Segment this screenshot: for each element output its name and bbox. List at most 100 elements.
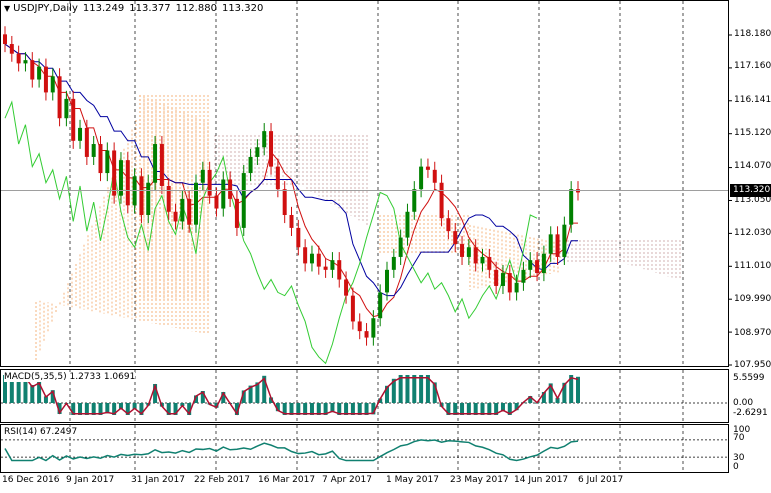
candle-body [50, 76, 55, 93]
macd-histogram-bar [125, 403, 130, 415]
candle-body [344, 279, 349, 296]
price-tick: 115.120 [734, 128, 771, 138]
candle-body [139, 176, 144, 215]
high-value: 113.377 [129, 3, 171, 14]
vertical-gridlines [69, 1, 684, 472]
candle-body [303, 247, 308, 264]
candle-body [98, 144, 103, 174]
macd-histogram-bar [180, 403, 185, 406]
macd-histogram-bar [37, 380, 42, 403]
candle-body [194, 182, 198, 225]
macd-histogram-bar [50, 390, 55, 403]
macd-histogram-bar [173, 403, 178, 415]
macd-tick: -2.6291 [733, 408, 768, 418]
candle-body [473, 247, 478, 264]
candle-body [37, 66, 42, 80]
close-value: 113.320 [221, 3, 264, 14]
macd-histogram-bar [57, 403, 62, 414]
rsi-indicator [1, 439, 728, 462]
macd-histogram-bar [187, 403, 192, 415]
candle-body [371, 318, 376, 338]
kijun-line [4, 43, 578, 297]
macd-histogram-bar [78, 403, 83, 415]
macd-histogram-bar [248, 385, 253, 403]
candle-body [173, 211, 178, 222]
candle-body [262, 131, 267, 148]
candle-body [84, 127, 89, 157]
candle-body [166, 185, 171, 212]
macd-histogram-bar [296, 403, 301, 415]
macd-histogram-bar [9, 375, 14, 403]
candle-body [432, 169, 437, 183]
macd-histogram-bar [289, 403, 294, 415]
macd-histogram-bar [139, 403, 144, 415]
candle-body [535, 260, 540, 274]
candle-body [9, 44, 14, 54]
price-tick: 111.010 [734, 261, 771, 271]
macd-histogram-bar [234, 403, 239, 415]
macd-histogram-bar [364, 403, 369, 415]
rsi-tick: 70 [733, 433, 745, 443]
candle-body [159, 144, 164, 186]
candle-body [146, 182, 151, 215]
candle-body [439, 182, 444, 219]
macd-histogram-bar [398, 375, 403, 403]
macd-histogram-bar [91, 403, 96, 415]
macd-histogram-bar [405, 375, 410, 403]
macd-histogram-bar [112, 403, 117, 415]
candle-body [398, 237, 403, 257]
macd-histogram-bar [194, 395, 198, 403]
candle-body [330, 260, 335, 270]
candle-body [419, 166, 424, 190]
price-tick: 113.050 [734, 195, 771, 205]
macd-histogram-bar [453, 403, 458, 415]
candle-body [275, 166, 280, 190]
rsi-line [4, 439, 579, 462]
chikou-line [4, 100, 538, 365]
candle-body [16, 53, 21, 64]
candle-body [43, 66, 48, 93]
candle-body [78, 127, 83, 141]
macd-histogram-bar [323, 403, 328, 415]
ichimoku-cloud [35, 95, 681, 360]
macd-histogram-bar [548, 383, 553, 403]
candle-body [487, 256, 492, 270]
macd-histogram-bar [412, 375, 417, 403]
candle-body [412, 189, 417, 212]
macd-histogram-bar [419, 375, 424, 403]
candle-body [364, 331, 369, 338]
candle-body [405, 211, 410, 238]
macd-histogram-bar [576, 376, 580, 403]
macd-histogram-bar [23, 375, 28, 403]
candle-body [64, 98, 69, 119]
candle-body [23, 60, 28, 64]
candle-body [453, 231, 458, 245]
candle-body [118, 160, 123, 196]
macd-histogram-bar [555, 397, 560, 403]
macd-histogram-bar [391, 378, 396, 403]
rsi-tick: 100 [733, 425, 751, 435]
candle-body [153, 144, 158, 183]
macd-tick: 5.5599 [733, 373, 765, 383]
price-tick: 116.141 [734, 95, 771, 105]
candle-body [105, 150, 110, 174]
macd-histogram-bar [378, 398, 383, 403]
price-tick: 118.180 [734, 29, 771, 39]
macd-histogram-bar [357, 403, 362, 415]
candle-body [57, 76, 62, 119]
candle-body [385, 269, 389, 293]
macd-histogram-bar [473, 403, 478, 415]
macd-histogram-bar [275, 403, 280, 412]
date-tick: 7 Apr 2017 [322, 475, 372, 485]
macd-histogram-bar [425, 375, 430, 403]
macd-histogram-bar [132, 403, 137, 409]
candle-body [207, 169, 212, 196]
candle-body [180, 198, 185, 222]
macd-histogram-bar [255, 382, 260, 403]
candle-body [282, 189, 287, 215]
candle-body [562, 224, 567, 257]
date-tick: 6 Jul 2017 [578, 475, 624, 485]
collapse-triangle-icon[interactable]: ▼ [4, 4, 11, 13]
candle-body [446, 218, 451, 232]
